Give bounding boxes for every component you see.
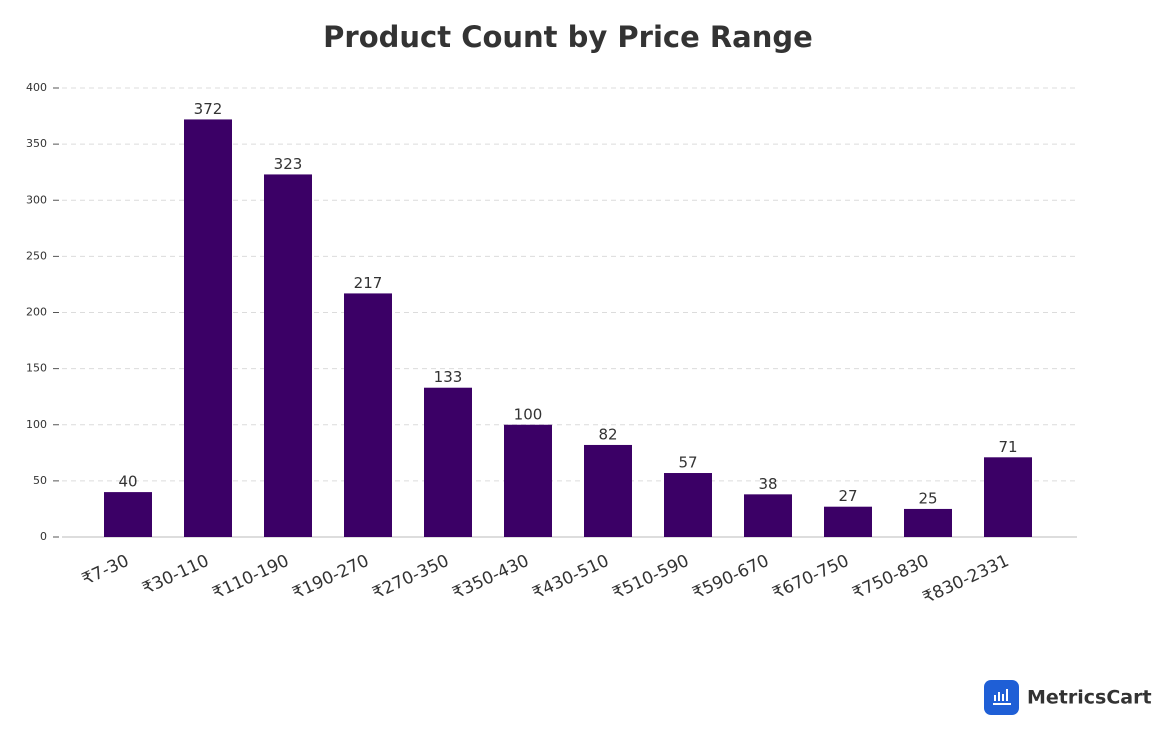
y-tick-label: 300 bbox=[26, 193, 47, 206]
value-label: 71 bbox=[998, 438, 1017, 456]
x-tick-label: ₹590-670 bbox=[690, 551, 773, 604]
bar bbox=[584, 444, 632, 537]
y-tick-label: 400 bbox=[26, 81, 47, 94]
chart-title: Product Count by Price Range bbox=[323, 20, 813, 54]
x-tick-label: ₹830-2331 bbox=[920, 551, 1012, 608]
y-tick-label: 250 bbox=[26, 249, 47, 262]
value-label: 40 bbox=[118, 473, 137, 491]
x-tick-label: ₹110-190 bbox=[210, 551, 293, 604]
y-tick-label: 0 bbox=[40, 530, 47, 543]
value-label: 100 bbox=[514, 405, 543, 423]
x-tick-label: ₹270-350 bbox=[370, 551, 453, 604]
y-tick-label: 100 bbox=[26, 418, 47, 431]
value-label: 372 bbox=[194, 100, 223, 118]
bar bbox=[824, 506, 872, 537]
value-label: 38 bbox=[758, 475, 777, 493]
brand-name: MetricsCart bbox=[1027, 687, 1152, 709]
bar bbox=[504, 424, 552, 537]
y-tick-label: 150 bbox=[26, 362, 47, 375]
value-label: 57 bbox=[678, 454, 697, 472]
x-tick-label: ₹190-270 bbox=[290, 551, 373, 604]
bar bbox=[664, 473, 712, 537]
bar bbox=[744, 494, 792, 537]
bar bbox=[184, 119, 232, 538]
x-tick-label: ₹670-750 bbox=[770, 551, 853, 604]
y-tick-label: 50 bbox=[33, 474, 47, 487]
value-label: 323 bbox=[274, 155, 303, 173]
bar bbox=[344, 293, 392, 537]
bar bbox=[904, 508, 952, 537]
value-label: 217 bbox=[354, 274, 383, 292]
bar bbox=[984, 457, 1032, 537]
x-tick-label: ₹30-110 bbox=[139, 551, 212, 599]
logo-glyph bbox=[993, 689, 1011, 705]
x-tick-label: ₹350-430 bbox=[450, 551, 533, 604]
bar bbox=[104, 492, 152, 537]
bar bbox=[264, 174, 312, 537]
value-label: 82 bbox=[598, 425, 617, 443]
x-tick-label: ₹430-510 bbox=[530, 551, 613, 604]
x-tick-label: ₹750-830 bbox=[850, 551, 933, 604]
logo-icon bbox=[984, 680, 1019, 715]
brand-logo: MetricsCart bbox=[984, 680, 1152, 715]
x-tick-label: ₹510-590 bbox=[610, 551, 693, 604]
value-label: 133 bbox=[434, 368, 463, 386]
y-tick-label: 200 bbox=[26, 306, 47, 319]
x-tick-label: ₹7-30 bbox=[79, 551, 132, 590]
value-label: 25 bbox=[918, 489, 937, 507]
value-label: 27 bbox=[838, 487, 857, 505]
bar bbox=[424, 387, 472, 537]
y-tick-label: 350 bbox=[26, 137, 47, 150]
